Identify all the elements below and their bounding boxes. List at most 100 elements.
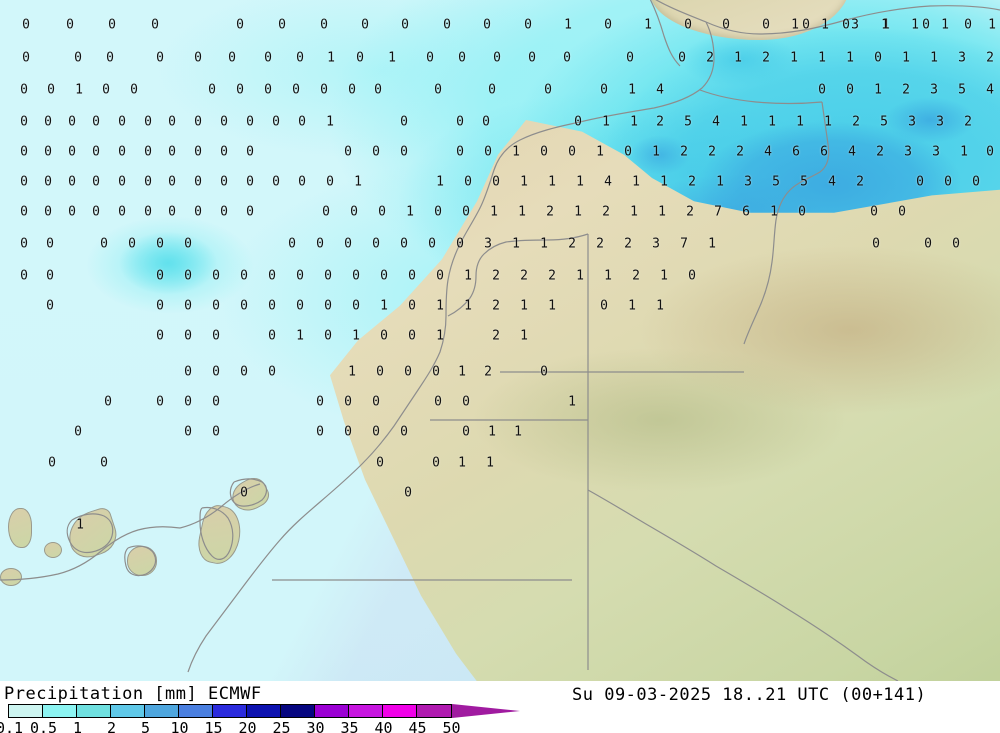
precip-value: 1: [911, 17, 919, 33]
precip-value: 1: [821, 17, 829, 33]
precip-value: 0: [48, 455, 56, 471]
precip-value: 0: [916, 174, 924, 190]
colorbar-swatch[interactable]: [77, 705, 111, 717]
precip-value: 1: [490, 204, 498, 220]
colorbar-tick-label: 40: [374, 719, 393, 733]
precip-value: 1: [630, 114, 638, 130]
colorbar-swatch[interactable]: [179, 705, 213, 717]
precip-value: 0: [264, 82, 272, 98]
precip-value: 0: [68, 114, 76, 130]
colorbar-swatch[interactable]: [247, 705, 281, 717]
precip-value: 2: [680, 144, 688, 160]
precip-value: 0: [228, 50, 236, 66]
colorbar-swatch[interactable]: [417, 705, 451, 717]
colorbar-swatches[interactable]: [8, 704, 452, 718]
precip-value: 0: [212, 268, 220, 284]
precip-value: 0: [483, 17, 491, 33]
colorbar-swatch[interactable]: [315, 705, 349, 717]
colorbar-swatch[interactable]: [281, 705, 315, 717]
precip-value: 2: [656, 114, 664, 130]
precip-value: 1: [658, 204, 666, 220]
precip-value: 1: [514, 424, 522, 440]
precip-value: 0: [20, 204, 28, 220]
precip-value: 4: [656, 82, 664, 98]
precip-value: 0: [408, 268, 416, 284]
precip-value: 1: [512, 144, 520, 160]
precip-value: 2: [492, 268, 500, 284]
colorbar-swatch[interactable]: [213, 705, 247, 717]
colorbar-tick-label: 2: [106, 719, 117, 733]
precip-value: 1: [740, 114, 748, 130]
precip-value: 2: [546, 204, 554, 220]
precip-value: 0: [846, 82, 854, 98]
colorbar-tick-label: 45: [408, 719, 427, 733]
precip-value: 2: [902, 82, 910, 98]
colorbar-swatch[interactable]: [349, 705, 383, 717]
precip-value: 2: [624, 236, 632, 252]
precip-value: 0: [156, 50, 164, 66]
precip-value: 0: [246, 174, 254, 190]
precip-value: 0: [102, 82, 110, 98]
precip-value: 0: [400, 114, 408, 130]
colorbar[interactable]: [8, 704, 452, 718]
colorbar-swatch[interactable]: [9, 705, 43, 717]
precip-value: 0: [456, 144, 464, 160]
colorbar-tick-label: 10: [170, 719, 189, 733]
precip-value: 0: [324, 268, 332, 284]
precip-value: 0: [268, 298, 276, 314]
precip-value: 0: [212, 424, 220, 440]
map-footer: Precipitation [mm] ECMWF Su 09-03-2025 1…: [0, 681, 1000, 733]
precip-value: 2: [548, 268, 556, 284]
precip-value: 1: [296, 328, 304, 344]
precip-value: 0: [348, 82, 356, 98]
precip-value: 1: [458, 364, 466, 380]
precip-value: 2: [632, 268, 640, 284]
precip-value: 0: [898, 204, 906, 220]
precip-value: 1: [464, 268, 472, 284]
precip-value: 0: [44, 144, 52, 160]
precip-value: 2: [762, 50, 770, 66]
precip-value: 1: [352, 328, 360, 344]
precip-value: 0: [456, 114, 464, 130]
precip-value: 0: [194, 204, 202, 220]
precip-value: 1: [512, 236, 520, 252]
precip-value: 1: [652, 144, 660, 160]
precip-value: 0: [684, 17, 692, 33]
precip-value: 0: [74, 50, 82, 66]
precip-value: 0: [324, 298, 332, 314]
colorbar-swatch[interactable]: [111, 705, 145, 717]
precip-value: 1: [348, 364, 356, 380]
precip-value: 0: [842, 17, 850, 33]
precip-value: 0: [108, 17, 116, 33]
colorbar-swatch[interactable]: [383, 705, 417, 717]
land-layer: [0, 0, 1000, 681]
precip-value: 0: [168, 174, 176, 190]
precip-value: 0: [296, 268, 304, 284]
precip-value: 0: [563, 50, 571, 66]
precip-value: 0: [74, 424, 82, 440]
precip-value: 0: [184, 364, 192, 380]
colorbar-swatch[interactable]: [43, 705, 77, 717]
precip-value: 0: [66, 17, 74, 33]
precip-value: 0: [540, 364, 548, 380]
precip-value: 0: [316, 424, 324, 440]
precip-value: 0: [528, 50, 536, 66]
precip-value: 0: [44, 114, 52, 130]
precip-value: 4: [712, 114, 720, 130]
precip-value: 1: [628, 298, 636, 314]
colorbar-overflow-arrow-icon: [452, 704, 520, 718]
precip-value: 1: [790, 50, 798, 66]
precip-value: 0: [144, 204, 152, 220]
colorbar-swatch[interactable]: [145, 705, 179, 717]
precip-value: 1: [796, 114, 804, 130]
precip-value: 0: [404, 485, 412, 501]
precip-value: 1: [518, 204, 526, 220]
precip-value: 0: [144, 114, 152, 130]
colorbar-tick-label: 0.1: [0, 719, 24, 733]
precip-value: 1: [846, 50, 854, 66]
precip-value: 0: [151, 17, 159, 33]
precip-value: 0: [268, 268, 276, 284]
colorbar-tick-label: 15: [204, 719, 223, 733]
precip-value: 0: [220, 204, 228, 220]
